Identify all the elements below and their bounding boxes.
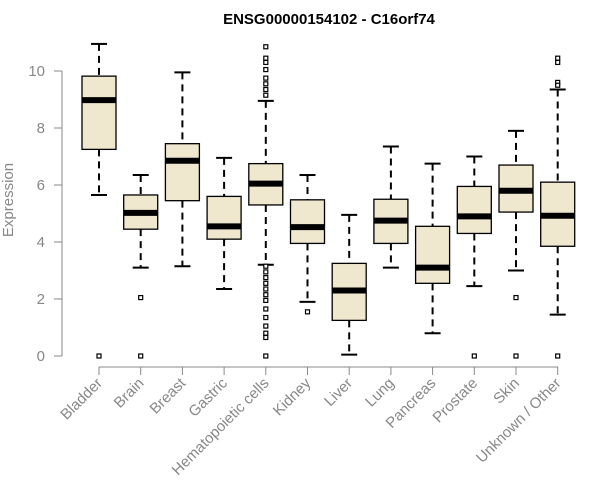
outlier-point [263, 306, 269, 312]
chart-title: ENSG00000154102 - C16orf74 [223, 11, 435, 28]
outlier-point [263, 334, 269, 341]
box-prostate [456, 155, 492, 359]
outlier-point [263, 286, 269, 292]
outlier-point [263, 275, 269, 281]
y-tick-label: 0 [37, 348, 45, 365]
x-tick-label: Liver [321, 375, 356, 410]
outlier-point [513, 353, 519, 359]
y-tick-label: 10 [28, 63, 45, 80]
outlier-point [263, 330, 269, 336]
box-unknown-other [540, 55, 576, 359]
box-skin [498, 129, 534, 359]
box-iqr [289, 199, 326, 245]
box-iqr [206, 195, 242, 240]
outlier-point [263, 75, 269, 81]
outlier-point [263, 353, 269, 359]
outlier-point [138, 294, 144, 301]
outlier-point [263, 280, 269, 286]
outlier-point [263, 66, 269, 73]
outlier-point [263, 86, 269, 93]
box-breast [164, 71, 201, 268]
outlier-point [263, 269, 269, 275]
outlier-point [263, 55, 269, 61]
outlier-point [263, 323, 269, 329]
outlier-point [263, 81, 269, 87]
outlier-point [263, 44, 269, 50]
y-tick-label: 2 [37, 291, 45, 308]
x-tick-label: Prostate [430, 375, 482, 427]
y-tick-label: 8 [37, 120, 45, 137]
box-lung [373, 145, 409, 269]
box-hematopoietic-cells [248, 44, 284, 359]
y-axis-ticks: 0 2 4 6 8 10 [28, 63, 62, 365]
box-iqr [81, 75, 117, 151]
outlier-point [263, 292, 269, 298]
box-liver [331, 213, 367, 356]
y-axis-label: Expression [0, 163, 17, 237]
outlier-point [555, 55, 561, 61]
box-kidney [289, 174, 326, 315]
box-iqr [456, 185, 492, 235]
box-brain [123, 174, 159, 359]
x-tick-label: Lung [362, 375, 398, 411]
x-tick-label: Kidney [270, 374, 315, 419]
box-iqr [164, 143, 201, 202]
outlier-point [304, 309, 311, 315]
x-tick-label: Skin [490, 375, 523, 408]
y-tick-label: 4 [37, 234, 45, 251]
outlier-point [263, 314, 269, 321]
x-tick-label: Brain [111, 375, 148, 412]
outlier-point [263, 263, 269, 269]
outlier-point [263, 92, 269, 98]
box-iqr [414, 225, 451, 284]
outlier-point [96, 353, 102, 359]
outlier-point [263, 297, 269, 304]
outlier-point [555, 82, 561, 88]
box-bladder [81, 42, 117, 359]
outlier-point [555, 353, 561, 359]
x-tick-label: Bladder [57, 375, 106, 424]
x-tick-label: Breast [147, 374, 190, 417]
box-group [81, 42, 576, 359]
y-tick-label: 6 [37, 177, 45, 194]
outlier-point [555, 59, 561, 66]
outlier-point [471, 353, 477, 359]
outlier-point [138, 353, 144, 359]
outlier-point [263, 59, 269, 66]
box-gastric [206, 156, 242, 291]
outlier-point [513, 294, 519, 301]
box-pancreas [414, 162, 451, 335]
